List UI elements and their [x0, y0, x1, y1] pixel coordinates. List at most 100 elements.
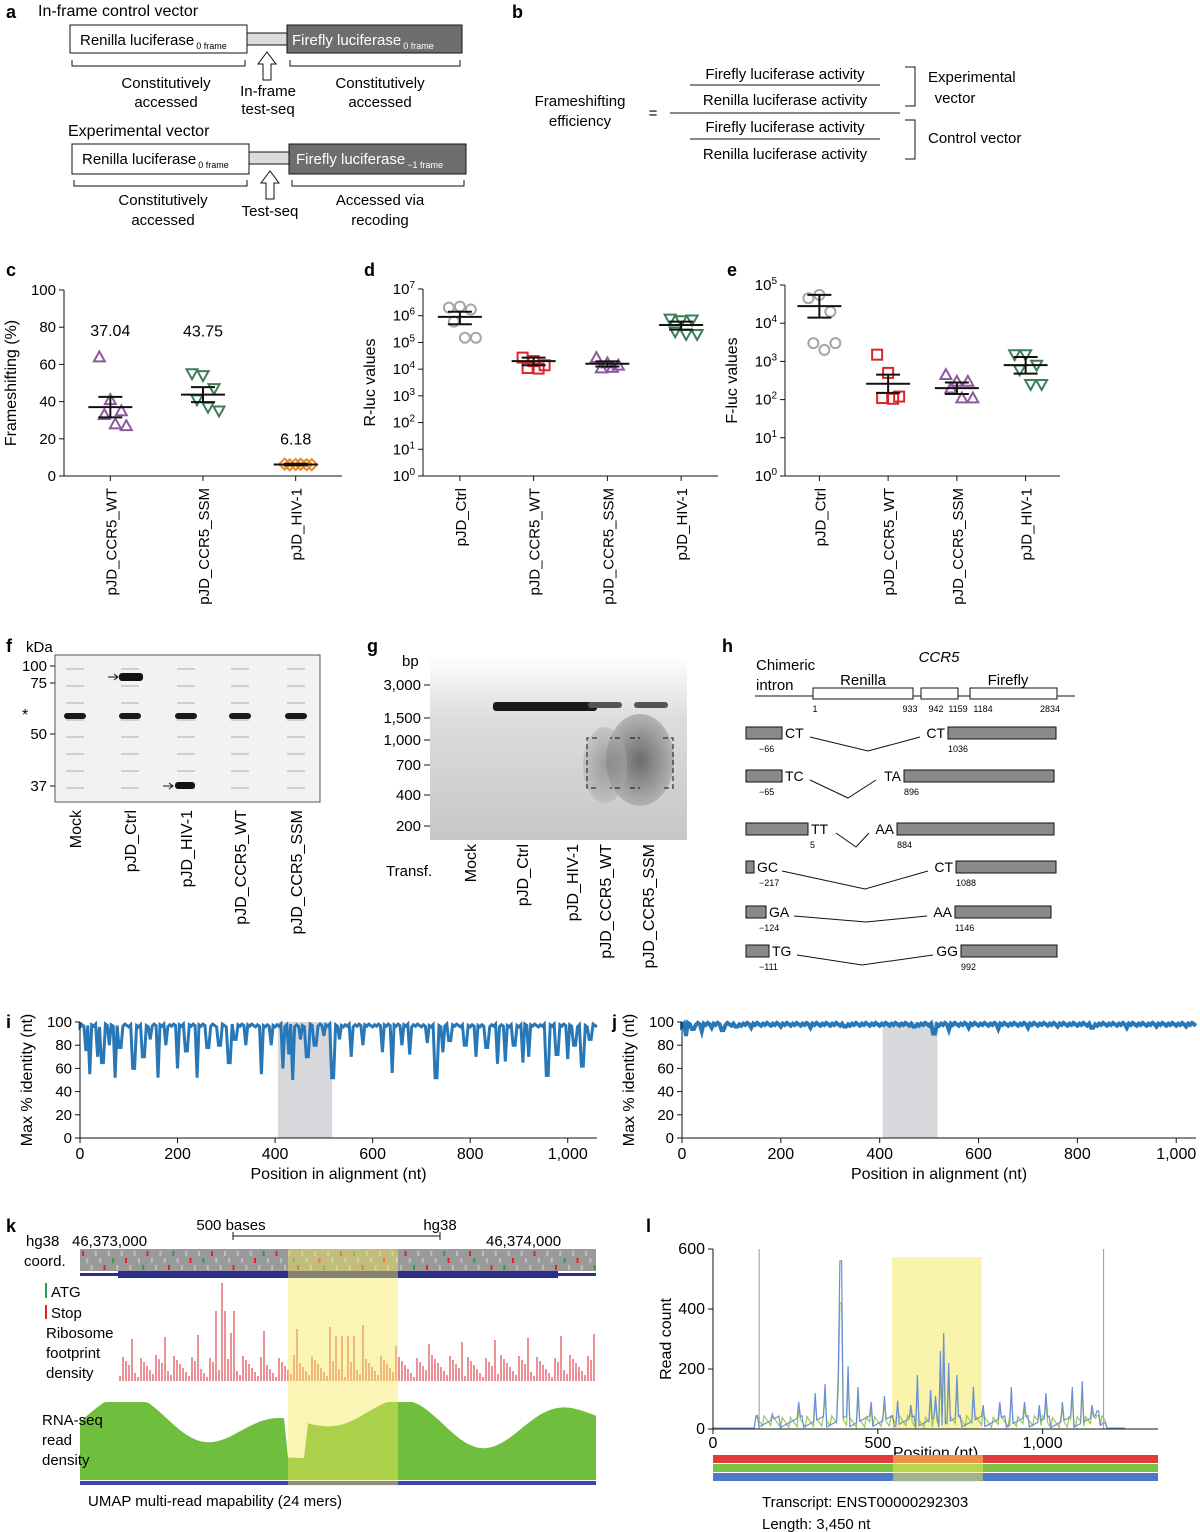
codon-mark [206, 1265, 209, 1270]
codon-mark [215, 1258, 218, 1263]
chart-e-plot: 100 101 102 103 104 105 pJD_Ctrl pJD_CCR5_WT pJD… [724, 276, 1060, 605]
codon-mark [589, 1258, 592, 1263]
codon-mark [426, 1265, 428, 1270]
bp-tick-label: 700 [396, 757, 421, 774]
renilla-exon [812, 687, 914, 700]
codon-mark [120, 1251, 123, 1256]
faint-band [177, 685, 195, 687]
faint-band [231, 668, 249, 670]
junction-left-pos: −124 [759, 923, 779, 933]
faint-band [231, 770, 249, 772]
codon-mark [262, 1251, 265, 1256]
codon-mark [129, 1265, 132, 1270]
junction-left-seq: CT [785, 725, 804, 741]
exon-right [955, 860, 1057, 874]
arrow-right-icon [108, 673, 119, 681]
codon-mark [533, 1251, 536, 1256]
x-tick-label: pJD_CCR5_SSM [600, 488, 617, 605]
gel-lane-labels: Mock pJD_Ctrl pJD_HIV-1 pJD_CCR5_WT pJD_CCR5… [463, 843, 658, 968]
codon-mark [585, 1251, 588, 1256]
y-axis-label: Max % identity (nt) [621, 1014, 638, 1146]
codon-mark [254, 1258, 256, 1263]
data-point [684, 314, 700, 328]
rna-seq-density-track [80, 1402, 596, 1480]
codon-mark [477, 1265, 480, 1270]
codon-mark [469, 1251, 471, 1256]
y-axis-label: R-luc values [362, 338, 379, 426]
codon-mark [142, 1265, 145, 1270]
intron-line [835, 832, 870, 848]
sequence-codon-marks [82, 1251, 596, 1270]
chart-c-plot: 0 20 40 60 80 100 pJD_CCR5_WT 37.04 pJD_CCR5_SSM… [3, 282, 342, 605]
lane-label: pJD_HIV-1 [565, 844, 582, 921]
exon-left [745, 822, 809, 836]
data-point [960, 373, 976, 387]
intron-line [793, 915, 928, 923]
y-tick-label: 102 [393, 414, 416, 432]
codon-mark [537, 1258, 540, 1263]
faint-band [121, 753, 139, 755]
panel-e: e 100 101 102 103 104 105 pJD_Ctrl pJD_CCR5_WT p… [724, 260, 1060, 605]
codon-mark [335, 1265, 338, 1270]
y-tick-label: 600 [678, 1241, 705, 1258]
junction-right-pos: 992 [961, 962, 976, 972]
codon-mark [460, 1258, 463, 1263]
codon-mark [125, 1258, 127, 1263]
bp-tick-label: 3,000 [383, 677, 421, 694]
bp-tick-label: 1,500 [383, 710, 421, 727]
ribosome-footprint-track [119, 1283, 595, 1381]
codon-mark [112, 1258, 115, 1263]
exon-right [960, 944, 1058, 958]
faint-band [121, 787, 139, 789]
codon-mark [434, 1258, 437, 1263]
junction-left-pos: −217 [759, 878, 779, 888]
codon-mark [198, 1251, 201, 1256]
y-tick-label: 40 [657, 1084, 674, 1101]
codon-mark [563, 1258, 566, 1263]
arrow-up-icon [260, 170, 280, 200]
renilla-label: Renilla [840, 672, 887, 689]
mw-tick-label: 100 [22, 658, 47, 675]
identity-line [680, 1019, 1198, 1040]
gel-ticks: 200 400 700 3,000 1,500 1,000 [383, 677, 430, 835]
data-point [954, 390, 970, 404]
y-tick-label: 100 [393, 467, 416, 485]
x-tick-label: 200 [767, 1146, 794, 1163]
data-point [464, 303, 477, 316]
recoding-label-1: Accessed via [336, 192, 425, 209]
umap-track [80, 1481, 596, 1485]
faint-band [177, 736, 195, 738]
codon-mark [559, 1251, 562, 1256]
x-axis-label: Position in alignment (nt) [250, 1166, 426, 1183]
bracket-control [71, 60, 461, 67]
codon-mark [550, 1258, 553, 1263]
panel-i: i 0 20 40 60 80 100 0 200 400 600 800 1,000 Position… [6, 1012, 598, 1183]
y-tick-label: 60 [39, 356, 56, 373]
data-point [871, 348, 884, 361]
chart-i-plot: 0 20 40 60 80 100 0 200 400 600 800 1,000 Position i… [19, 1014, 598, 1183]
codon-mark [258, 1265, 261, 1270]
codon-mark [352, 1251, 355, 1256]
codon-mark [520, 1251, 523, 1256]
x-tick-label: pJD_CCR5_WT [881, 488, 898, 596]
y-tick-label: 0 [696, 1421, 705, 1438]
codon-mark [499, 1258, 502, 1263]
junction-left-seq: TC [785, 768, 804, 784]
codon-mark [305, 1258, 308, 1263]
x-tick-label: 400 [866, 1146, 893, 1163]
bp-tick-label: 200 [396, 818, 421, 835]
firefly-label-control: Firefly luciferase 0 frame [292, 32, 434, 51]
y-tick-label: 101 [393, 440, 416, 458]
arrow-right-icon [163, 782, 174, 790]
codon-mark [567, 1265, 570, 1270]
y-tick-label: 106 [393, 307, 416, 325]
renilla-label-experimental: Renilla luciferase 0 frame [82, 151, 229, 170]
faint-band [177, 719, 195, 721]
x-tick-label: pJD_CCR5_WT [103, 488, 120, 596]
codon-mark [331, 1258, 334, 1263]
codon-mark [94, 1251, 97, 1256]
transcript-length: Length: 3,450 nt [762, 1516, 871, 1532]
data-point [469, 331, 482, 344]
